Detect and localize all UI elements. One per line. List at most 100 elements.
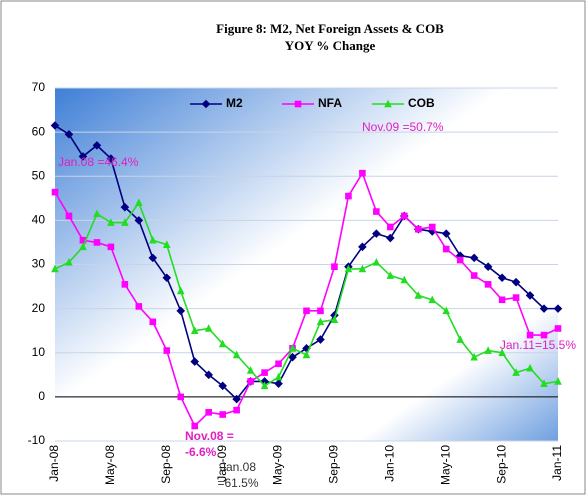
marker bbox=[469, 253, 479, 263]
marker bbox=[93, 239, 101, 246]
marker bbox=[107, 218, 115, 226]
marker bbox=[428, 295, 437, 304]
marker bbox=[497, 273, 507, 283]
y-tick-label: 0 bbox=[38, 389, 45, 403]
marker bbox=[51, 188, 59, 196]
marker bbox=[414, 291, 423, 299]
marker bbox=[384, 99, 392, 108]
annotation: Jan.08 =46.4% bbox=[58, 155, 139, 169]
marker bbox=[470, 352, 478, 361]
annotation: Nov.09 =50.7% bbox=[362, 120, 444, 134]
x-tick-label: Sep-09 bbox=[327, 445, 341, 484]
y-tick-label: 50 bbox=[32, 168, 46, 182]
y-tick-label: 40 bbox=[32, 213, 46, 227]
y-tick-label: 60 bbox=[32, 124, 46, 138]
marker bbox=[232, 394, 241, 404]
marker bbox=[525, 291, 535, 300]
legend-label: M2 bbox=[226, 96, 243, 110]
marker bbox=[162, 273, 172, 283]
marker bbox=[512, 294, 520, 301]
marker bbox=[386, 233, 395, 243]
marker bbox=[93, 209, 101, 218]
marker bbox=[51, 264, 59, 273]
marker bbox=[135, 303, 143, 310]
marker bbox=[373, 208, 380, 215]
x-tick-label: May-10 bbox=[438, 445, 452, 485]
x-tick-label: Jan-09 bbox=[215, 445, 229, 482]
marker bbox=[386, 271, 395, 279]
y-tick-label: 30 bbox=[32, 257, 46, 271]
marker bbox=[498, 296, 506, 304]
marker bbox=[330, 315, 339, 323]
marker bbox=[177, 393, 185, 401]
marker bbox=[316, 335, 325, 344]
marker bbox=[359, 169, 366, 177]
marker bbox=[317, 307, 324, 315]
x-tick-label: Jan-08 bbox=[47, 445, 61, 482]
marker bbox=[106, 154, 116, 163]
marker bbox=[484, 281, 492, 288]
marker bbox=[442, 245, 450, 253]
marker bbox=[498, 348, 506, 357]
marker bbox=[511, 277, 521, 287]
marker bbox=[120, 202, 130, 212]
marker bbox=[232, 350, 241, 359]
marker bbox=[414, 225, 422, 233]
marker bbox=[275, 360, 282, 368]
marker bbox=[218, 381, 227, 391]
marker bbox=[260, 381, 269, 390]
marker bbox=[163, 347, 171, 354]
marker bbox=[65, 212, 73, 220]
x-tick-label: Sep-10 bbox=[494, 445, 508, 484]
marker bbox=[190, 357, 200, 366]
marker bbox=[344, 264, 353, 273]
marker bbox=[219, 411, 226, 418]
marker bbox=[400, 275, 409, 284]
x-tick-label: Jan-11 bbox=[550, 445, 564, 481]
marker bbox=[64, 130, 74, 139]
marker bbox=[358, 242, 367, 252]
marker bbox=[539, 304, 549, 313]
marker bbox=[107, 243, 115, 251]
marker bbox=[246, 366, 255, 374]
marker bbox=[134, 216, 144, 225]
marker bbox=[121, 218, 129, 226]
marker bbox=[387, 223, 394, 231]
marker bbox=[204, 324, 213, 332]
x-tick-label: May-09 bbox=[271, 445, 285, 485]
marker bbox=[512, 368, 520, 376]
marker bbox=[176, 286, 185, 295]
marker bbox=[345, 192, 352, 200]
marker bbox=[65, 257, 73, 266]
marker bbox=[302, 344, 311, 353]
marker bbox=[79, 236, 87, 244]
marker bbox=[294, 100, 302, 108]
marker bbox=[79, 242, 87, 251]
annotation: Jan.08 bbox=[220, 460, 256, 474]
annotation: Nov.08 = bbox=[185, 429, 234, 443]
marker bbox=[205, 409, 212, 416]
marker bbox=[540, 331, 548, 339]
marker bbox=[372, 229, 381, 238]
marker bbox=[456, 256, 464, 264]
marker bbox=[428, 223, 436, 231]
marker bbox=[302, 350, 311, 359]
annotation: -6.6% bbox=[185, 445, 217, 459]
marker bbox=[441, 229, 451, 238]
chart-subtitle: YOY % Change bbox=[285, 38, 376, 53]
marker bbox=[261, 369, 268, 376]
y-tick-label: 20 bbox=[32, 301, 46, 315]
marker bbox=[331, 263, 338, 271]
marker bbox=[288, 352, 297, 362]
y-tick-label: 70 bbox=[32, 80, 46, 94]
marker bbox=[526, 363, 534, 372]
marker bbox=[149, 235, 157, 244]
marker bbox=[176, 306, 186, 316]
marker bbox=[92, 141, 102, 150]
marker bbox=[288, 344, 297, 352]
marker bbox=[78, 152, 88, 161]
marker bbox=[303, 307, 310, 315]
marker bbox=[121, 281, 129, 288]
marker bbox=[218, 339, 227, 348]
